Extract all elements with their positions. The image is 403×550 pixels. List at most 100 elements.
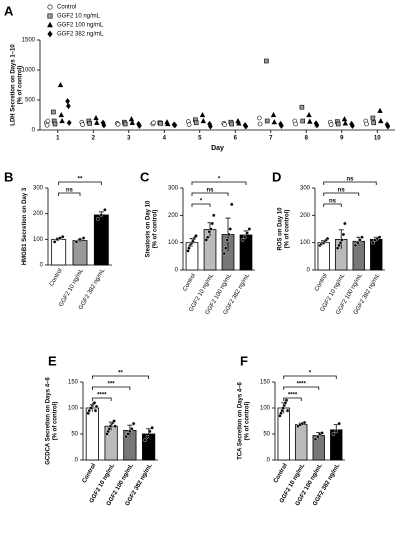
data-point bbox=[87, 121, 92, 126]
data-point bbox=[158, 121, 163, 126]
y-tick-label: 0 bbox=[75, 458, 79, 464]
data-point bbox=[103, 208, 107, 212]
data-point bbox=[193, 120, 199, 126]
data-point bbox=[378, 117, 384, 124]
data-point bbox=[335, 246, 340, 250]
bar bbox=[72, 240, 88, 266]
data-point bbox=[137, 122, 142, 129]
y-tick-label: 150 bbox=[260, 380, 271, 386]
data-point bbox=[334, 429, 339, 434]
significance-bracket bbox=[91, 375, 150, 379]
data-point bbox=[131, 421, 136, 426]
data-point bbox=[94, 119, 100, 125]
data-point bbox=[335, 121, 341, 127]
data-point bbox=[129, 119, 135, 125]
significance-label: ns bbox=[346, 177, 354, 183]
legend-label: GGF2 10 ng/mL bbox=[57, 14, 101, 20]
y-axis-title: Steatosis on Day 10(% of control) bbox=[145, 200, 158, 257]
data-point bbox=[229, 202, 234, 207]
legend-marker bbox=[47, 4, 53, 10]
legend-marker bbox=[47, 21, 53, 28]
data-point bbox=[247, 227, 252, 231]
significance-label: ns bbox=[338, 188, 346, 194]
data-point bbox=[80, 122, 85, 127]
significance-bracket bbox=[283, 397, 302, 401]
data-point bbox=[342, 120, 348, 126]
x-tick-label: Control bbox=[273, 463, 289, 485]
panel-letter: B bbox=[4, 169, 13, 184]
x-tick-label: 2 bbox=[92, 136, 96, 142]
data-point bbox=[350, 122, 355, 129]
legend-label: Control bbox=[57, 5, 76, 11]
panel-letter: C bbox=[140, 169, 150, 184]
legend-marker bbox=[47, 30, 53, 38]
data-point bbox=[172, 122, 178, 129]
data-point bbox=[341, 232, 346, 237]
significance-label: **** bbox=[97, 393, 107, 399]
y-tick-label: 50 bbox=[71, 432, 78, 438]
significance-label: * bbox=[218, 177, 221, 183]
data-point bbox=[150, 425, 154, 430]
data-point bbox=[338, 240, 343, 245]
data-point bbox=[299, 104, 305, 110]
x-tick-label: Control bbox=[82, 463, 98, 485]
data-point bbox=[101, 122, 107, 129]
data-point bbox=[270, 111, 277, 118]
data-point bbox=[143, 438, 147, 443]
y-tick-label: 150 bbox=[68, 380, 79, 386]
y-axis-title: LDH Secretion on Days 1–10(% of control) bbox=[10, 44, 23, 126]
y-tick-label: 50 bbox=[263, 432, 270, 438]
significance-bracket bbox=[91, 386, 131, 390]
x-tick-label: Control bbox=[182, 273, 197, 293]
data-point bbox=[60, 234, 65, 239]
data-point bbox=[264, 118, 270, 124]
data-point bbox=[126, 432, 130, 436]
data-point bbox=[320, 431, 324, 435]
data-point bbox=[325, 236, 330, 241]
significance-label: ns bbox=[66, 188, 74, 194]
data-point bbox=[358, 238, 362, 242]
y-tick-label: 0 bbox=[40, 263, 44, 269]
data-point bbox=[74, 240, 79, 244]
data-point bbox=[371, 120, 377, 126]
data-point bbox=[243, 235, 247, 239]
significance-label: ns bbox=[206, 188, 214, 194]
panel-letter: A bbox=[4, 3, 14, 18]
y-tick-label: 1000 bbox=[22, 68, 36, 74]
data-point bbox=[124, 434, 128, 439]
data-point bbox=[225, 238, 230, 242]
significance-bracket bbox=[58, 192, 81, 196]
data-point bbox=[93, 408, 98, 413]
y-tick-label: 100 bbox=[168, 240, 179, 246]
data-point bbox=[99, 213, 104, 217]
x-tick-label: Control bbox=[49, 268, 64, 288]
x-tick-label: 10 bbox=[374, 136, 381, 142]
y-tick-label: 100 bbox=[260, 406, 271, 412]
x-tick-label: 7 bbox=[269, 136, 273, 142]
data-point bbox=[340, 238, 344, 242]
data-point bbox=[66, 119, 72, 126]
y-tick-label: 0 bbox=[175, 268, 179, 274]
y-axis-title: GCDCA Secretion on Days 4–6(% of control… bbox=[45, 377, 58, 465]
x-tick-label: 4 bbox=[163, 136, 167, 142]
data-point bbox=[300, 118, 306, 124]
data-point bbox=[194, 234, 198, 238]
data-point bbox=[122, 121, 128, 127]
data-point bbox=[377, 235, 382, 239]
data-point bbox=[355, 240, 360, 245]
data-point bbox=[128, 116, 135, 122]
bar bbox=[93, 214, 109, 266]
y-tick-label: 300 bbox=[168, 186, 179, 192]
significance-label: ** bbox=[78, 177, 83, 183]
data-point bbox=[377, 107, 383, 113]
data-point bbox=[113, 424, 118, 429]
significance-label: **** bbox=[288, 393, 298, 399]
data-point bbox=[151, 120, 156, 126]
data-point bbox=[279, 122, 284, 129]
data-point bbox=[58, 111, 64, 118]
x-tick-label: 8 bbox=[305, 136, 309, 142]
data-point bbox=[226, 232, 231, 237]
data-point bbox=[228, 227, 233, 231]
panel-letter: F bbox=[240, 353, 248, 368]
